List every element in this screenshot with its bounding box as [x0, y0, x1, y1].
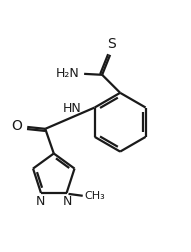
Text: CH₃: CH₃ — [84, 191, 105, 201]
Text: H₂N: H₂N — [56, 67, 79, 80]
Text: N: N — [63, 195, 72, 208]
Text: HN: HN — [63, 102, 82, 115]
Text: N: N — [35, 195, 45, 208]
Text: O: O — [12, 119, 23, 133]
Text: S: S — [107, 38, 115, 51]
